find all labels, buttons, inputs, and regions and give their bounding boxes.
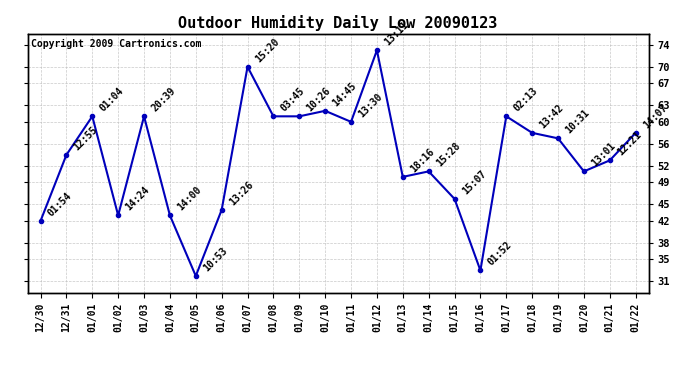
Text: 15:20: 15:20: [253, 36, 281, 64]
Title: Outdoor Humidity Daily Low 20090123: Outdoor Humidity Daily Low 20090123: [179, 15, 497, 31]
Text: 01:52: 01:52: [486, 240, 514, 268]
Text: 12:21: 12:21: [615, 130, 643, 158]
Text: 02:13: 02:13: [512, 86, 540, 114]
Text: 15:07: 15:07: [460, 168, 488, 196]
Text: 18:16: 18:16: [408, 146, 436, 174]
Text: 14:07: 14:07: [641, 102, 669, 130]
Text: 01:04: 01:04: [98, 86, 126, 114]
Text: 12:55: 12:55: [72, 124, 100, 152]
Text: 13:26: 13:26: [227, 179, 255, 207]
Text: 01:54: 01:54: [46, 190, 74, 218]
Text: 03:45: 03:45: [279, 86, 307, 114]
Text: 10:53: 10:53: [201, 245, 229, 273]
Text: 10:26: 10:26: [305, 86, 333, 114]
Text: 13:11: 13:11: [382, 20, 411, 48]
Text: 15:28: 15:28: [434, 141, 462, 169]
Text: 14:24: 14:24: [124, 185, 152, 213]
Text: 10:31: 10:31: [564, 108, 591, 136]
Text: 20:39: 20:39: [150, 86, 177, 114]
Text: 14:45: 14:45: [331, 80, 359, 108]
Text: Copyright 2009 Cartronics.com: Copyright 2009 Cartronics.com: [31, 39, 201, 49]
Text: 13:01: 13:01: [589, 141, 618, 169]
Text: 14:00: 14:00: [175, 185, 204, 213]
Text: 13:30: 13:30: [357, 91, 384, 119]
Text: 13:42: 13:42: [538, 102, 566, 130]
